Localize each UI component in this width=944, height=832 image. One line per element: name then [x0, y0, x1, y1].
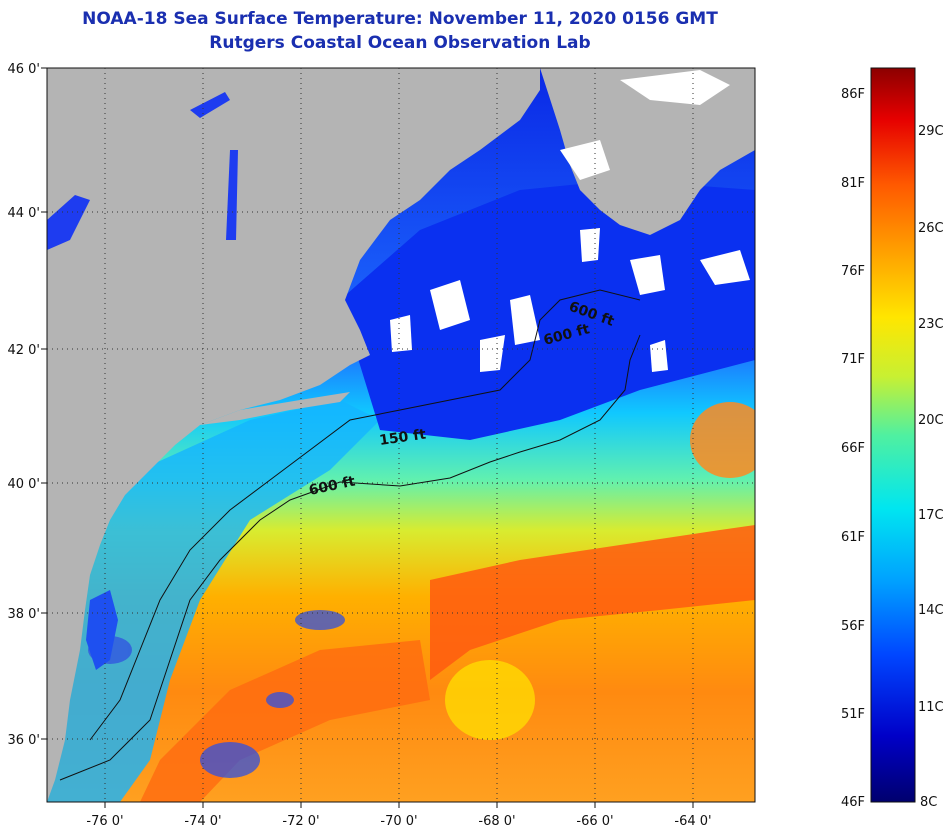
lon-label-70: -70 0' [380, 814, 417, 829]
cb-c-23: 23C [918, 317, 944, 332]
contour-label-150ft: 150 ft [378, 427, 427, 449]
temperature-colorbar: 86F 81F 76F 71F 66F 61F 56F 51F 46F 29C … [841, 67, 944, 810]
map-subtitle: Rutgers Coastal Ocean Observation Lab [209, 33, 591, 53]
lon-label-68: -68 0' [478, 814, 515, 829]
cb-c-11: 11C [918, 700, 944, 715]
cb-f-66: 66F [841, 441, 865, 456]
lon-label-66: -66 0' [576, 814, 613, 829]
nova-scotia-peninsula [580, 110, 735, 215]
bathymetry-contours [59, 289, 641, 781]
cloud-patches [390, 70, 750, 372]
cold-patches [88, 610, 345, 778]
map-title: NOAA-18 Sea Surface Temperature: Novembe… [82, 9, 718, 29]
cb-f-76: 76F [841, 264, 865, 279]
long-island [200, 392, 350, 425]
axis-ticks [41, 67, 694, 808]
lat-label-36: 36 0' [7, 733, 40, 748]
grid-lines [47, 68, 755, 802]
cb-c-29: 29C [918, 124, 944, 139]
cb-f-81: 81F [841, 176, 865, 191]
cb-f-56: 56F [841, 619, 865, 634]
cb-c-26: 26C [918, 221, 944, 236]
lat-label-38: 38 0' [7, 607, 40, 622]
cb-f-51: 51F [841, 707, 865, 722]
inland-water [47, 92, 238, 250]
cb-f-46: 46F [841, 795, 865, 810]
lat-label-46: 46 0' [7, 62, 40, 77]
lat-label-44: 44 0' [7, 206, 40, 221]
warm-eddy [690, 402, 755, 478]
sst-map: 46 0' 44 0' 42 0' 40 0' 38 0' 36 0' -76 … [7, 62, 756, 829]
map-frame [46, 67, 756, 803]
lon-label-72: -72 0' [282, 814, 319, 829]
gulf-of-maine-water [340, 180, 755, 440]
lon-label-64: -64 0' [674, 814, 711, 829]
colorbar-gradient [870, 67, 916, 803]
lon-label-76: -76 0' [86, 814, 123, 829]
cb-c-17: 17C [918, 508, 944, 523]
cb-f-71: 71F [841, 352, 865, 367]
lon-label-74: -74 0' [184, 814, 221, 829]
cb-f-61: 61F [841, 530, 865, 545]
cb-c-20: 20C [918, 413, 944, 428]
lat-label-42: 42 0' [7, 343, 40, 358]
gulf-stream [430, 525, 755, 680]
land-us-east [47, 68, 540, 802]
chesapeake-bay [86, 590, 118, 670]
lat-label-40: 40 0' [7, 477, 40, 492]
cb-c-8: 8C [920, 795, 937, 810]
cb-c-14: 14C [918, 603, 944, 618]
shelf-water [47, 400, 380, 802]
yellow-eddy [445, 660, 535, 740]
cb-f-86: 86F [841, 87, 865, 102]
